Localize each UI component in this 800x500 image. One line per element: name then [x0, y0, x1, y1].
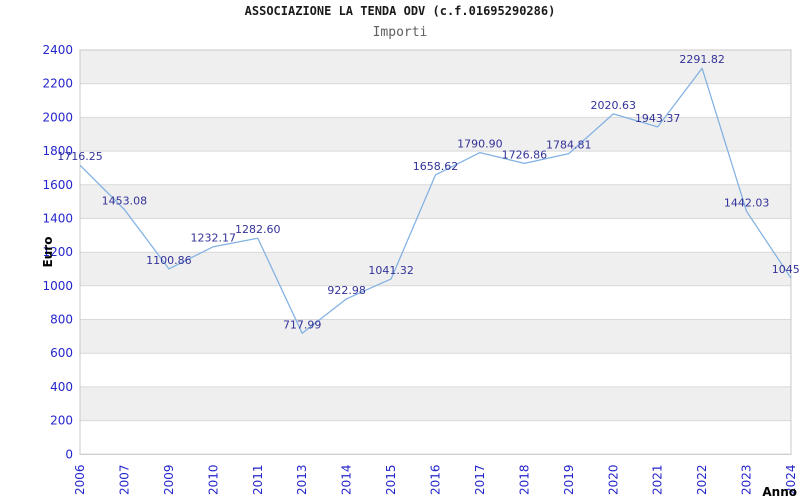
point-label: 1041.32 [368, 264, 414, 277]
point-label: 1100.86 [146, 254, 192, 267]
point-label: 1232.17 [191, 232, 237, 245]
chart-subtitle: Importi [372, 25, 428, 40]
plot-border [79, 49, 792, 455]
x-tick-label: 2023 [740, 464, 754, 495]
x-tick-label: 2020 [606, 464, 620, 495]
chart-title: ASSOCIAZIONE LA TENDA ODV (c.f.016952902… [244, 4, 556, 18]
x-tick-label: 2022 [695, 464, 709, 495]
y-tick-label: 0 [65, 447, 73, 461]
point-label: 1943.37 [635, 112, 681, 125]
y-tick-label: 1200 [42, 245, 73, 259]
background-band [80, 386, 791, 421]
x-tick-label: 2007 [117, 464, 131, 495]
point-label: 1726.86 [502, 148, 548, 161]
y-tick-label: 600 [50, 346, 73, 360]
x-tick-label: 2010 [206, 464, 220, 495]
y-tick-label: 1000 [42, 279, 73, 293]
point-label: 717.99 [283, 318, 322, 331]
x-tick-label: 2009 [162, 464, 176, 495]
point-label: 1453.08 [102, 195, 148, 208]
point-label: 1442.03 [724, 196, 770, 209]
y-tick-label: 1600 [42, 178, 73, 192]
x-tick-label: 2016 [429, 464, 443, 495]
point-label: 922.98 [327, 284, 366, 297]
y-tick-label: 800 [50, 313, 73, 327]
y-tick-label: 400 [50, 380, 73, 394]
y-tick-label: 2000 [42, 110, 73, 124]
x-tick-label: 2019 [562, 464, 576, 495]
y-tick-label: 1800 [42, 144, 73, 158]
point-label: 1045.6 [772, 263, 800, 276]
x-tick-label: 2015 [384, 464, 398, 495]
x-tick-label: 2006 [73, 464, 87, 495]
x-tick-label: 2014 [340, 464, 354, 495]
y-tick-label: 2400 [42, 43, 73, 57]
x-tick-label: 2017 [473, 464, 487, 495]
y-tick-label: 1400 [42, 212, 73, 226]
background-band [80, 50, 791, 84]
point-label: 1790.90 [457, 138, 503, 151]
background-band [80, 319, 791, 354]
point-label: 1784.81 [546, 139, 592, 152]
point-label: 1282.60 [235, 223, 281, 236]
background-band [80, 184, 791, 219]
data-line [79, 67, 792, 334]
y-tick-label: 2200 [42, 77, 73, 91]
point-label: 2291.82 [679, 53, 725, 66]
point-label: 1658.62 [413, 160, 459, 173]
background-band [80, 252, 791, 286]
x-axis-title: Anno [762, 485, 797, 499]
x-tick-label: 2021 [651, 464, 665, 495]
x-tick-label: 2018 [517, 464, 531, 495]
x-tick-label: 2011 [251, 464, 265, 495]
x-tick-label: 2024 [784, 464, 798, 495]
point-label: 2020.63 [591, 99, 637, 112]
background-band [80, 117, 791, 152]
point-label: 1716.25 [57, 150, 103, 163]
x-tick-label: 2013 [295, 464, 309, 495]
y-axis-title: Euro [41, 237, 55, 268]
y-tick-label: 200 [50, 414, 73, 428]
